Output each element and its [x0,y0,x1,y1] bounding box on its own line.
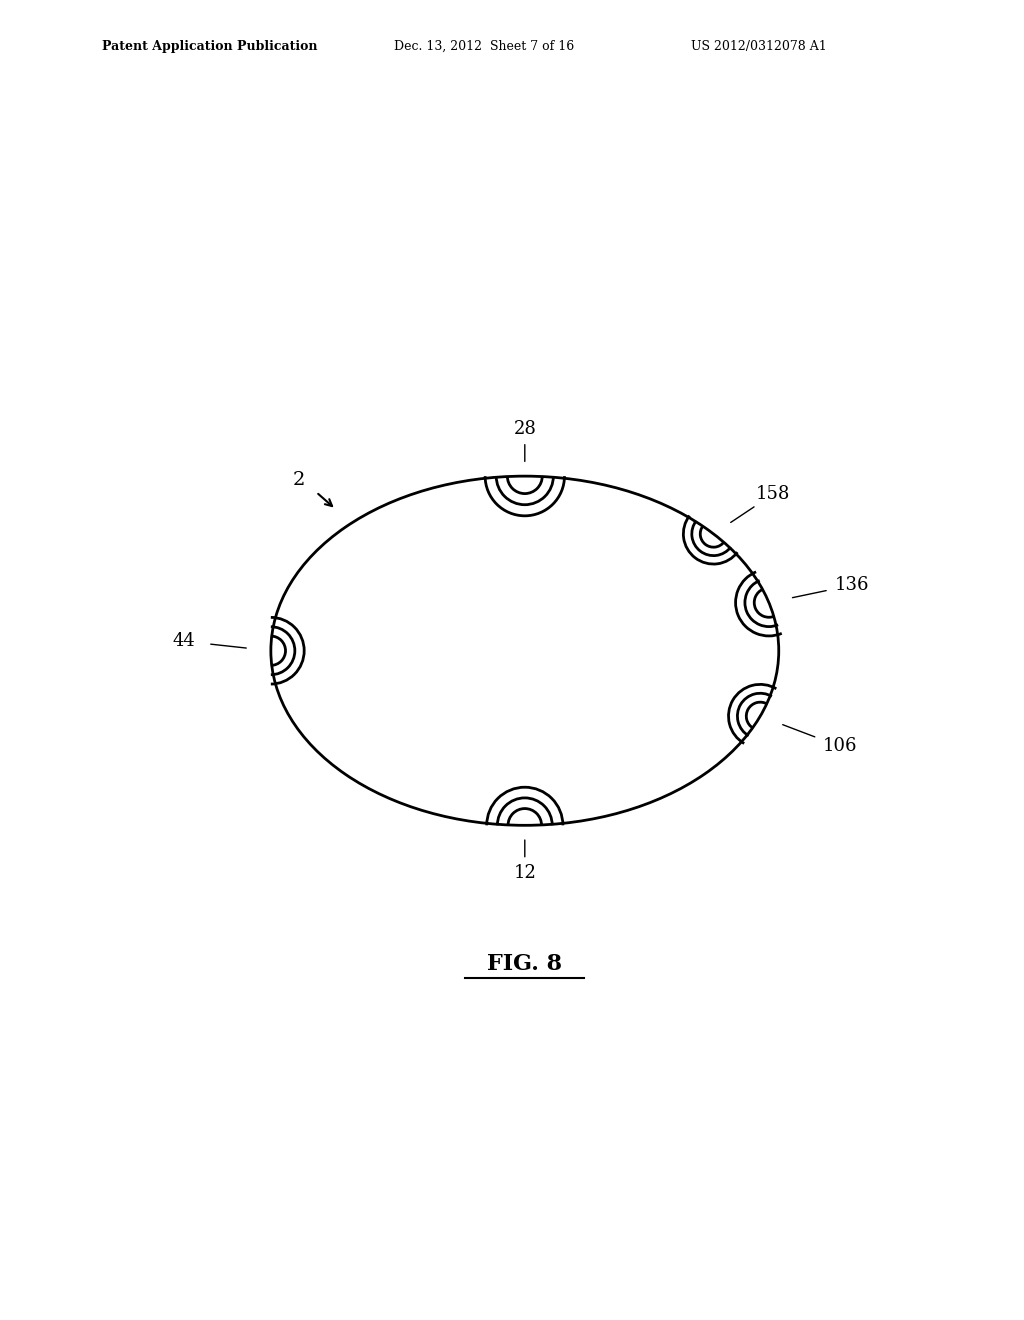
Text: 44: 44 [172,632,195,651]
Text: 106: 106 [822,738,857,755]
Text: 2: 2 [293,471,305,490]
Text: FIG. 8: FIG. 8 [487,953,562,975]
Text: Patent Application Publication: Patent Application Publication [102,40,317,53]
Text: US 2012/0312078 A1: US 2012/0312078 A1 [691,40,827,53]
Text: 12: 12 [513,863,537,882]
Text: 158: 158 [756,486,791,503]
Text: Dec. 13, 2012  Sheet 7 of 16: Dec. 13, 2012 Sheet 7 of 16 [394,40,574,53]
Text: 136: 136 [835,576,869,594]
Text: 28: 28 [513,420,537,437]
